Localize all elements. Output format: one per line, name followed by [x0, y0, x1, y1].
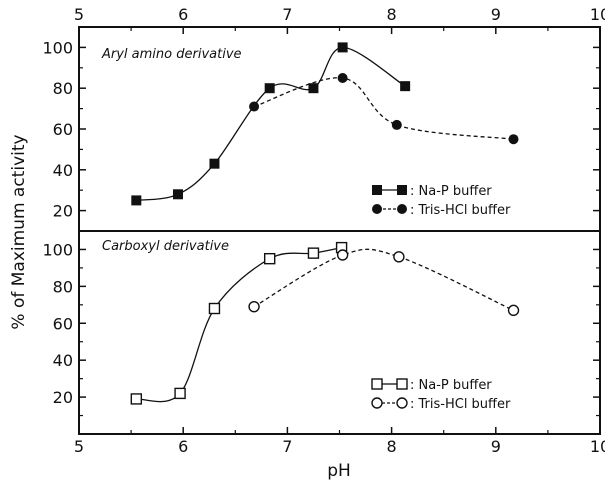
data-point-square — [131, 195, 142, 206]
x-tick-label-top: 9 — [491, 5, 501, 24]
y-tick-label: 20 — [53, 388, 73, 407]
x-tick-label-bottom: 10 — [590, 437, 605, 456]
x-tick-label-top: 6 — [178, 5, 188, 24]
data-point-square — [337, 42, 348, 53]
y-tick-label: 100 — [42, 240, 73, 259]
x-tick-label-bottom: 9 — [491, 437, 501, 456]
data-point-square — [308, 83, 319, 94]
y-tick-label: 60 — [53, 314, 73, 333]
y-tick-label: 40 — [53, 351, 73, 370]
legend-label-na-p-bottom: : Na-P buffer — [410, 378, 492, 393]
data-point-square — [209, 158, 220, 169]
y-tick-label: 100 — [42, 38, 73, 57]
series-layer — [130, 42, 520, 405]
data-point-square — [172, 189, 183, 200]
legend-label-tris-bottom: : Tris-HCl buffer — [410, 397, 511, 412]
x-tick-label-top: 7 — [282, 5, 292, 24]
legend-marker-na-p-bottom — [371, 378, 383, 390]
data-point-circle — [507, 304, 520, 317]
legend-marker-na-p-bottom-2 — [396, 378, 408, 390]
top-legend: : Na-P buffer : Tris-HCl buffer — [372, 184, 511, 218]
x-tick-label-bottom: 7 — [282, 437, 292, 456]
legend-marker-na-p-top — [372, 185, 382, 195]
data-point-circle — [337, 73, 348, 83]
legend-label-na-p-top: : Na-P buffer — [410, 184, 492, 199]
x-tick-label-bottom: 6 — [178, 437, 188, 456]
data-point-circle — [249, 101, 260, 112]
x-tick-label-bottom: 5 — [74, 437, 84, 456]
data-point-circle — [391, 119, 402, 130]
legend-marker-na-p-top-2 — [397, 185, 407, 195]
data-point-square — [208, 302, 221, 315]
series-line-bottom-na-p — [136, 246, 342, 403]
x-tick-label-top: 5 — [74, 5, 84, 24]
legend-marker-tris-bottom-2 — [396, 397, 408, 409]
data-point-square — [130, 393, 143, 405]
data-point-circle — [248, 300, 260, 313]
x-tick-label-top: 8 — [387, 5, 397, 24]
x-tick-label-bottom: 8 — [387, 437, 397, 456]
y-tick-label: 20 — [53, 202, 73, 221]
legend-marker-tris-bottom — [371, 397, 383, 409]
data-point-square — [174, 387, 186, 400]
y-axis-title: % of Maximum activity — [9, 134, 29, 329]
series-line-top-tris — [253, 77, 514, 140]
x-tick-label-top: 10 — [590, 5, 605, 24]
bottom-panel-title: Carboxyl derivative — [102, 239, 229, 254]
data-point-circle — [336, 249, 349, 261]
y-tick-label: 80 — [53, 277, 73, 296]
y-tick-label: 80 — [53, 79, 73, 98]
data-point-square — [400, 81, 411, 92]
data-point-circle — [393, 251, 405, 263]
top-panel-title: Aryl amino derivative — [101, 47, 242, 62]
data-point-circle — [508, 134, 519, 145]
legend-label-tris-top: : Tris-HCl buffer — [410, 203, 511, 218]
axis-ticks: 5 6 7 8 9 10 5 6 7 8 9 10 20 40 60 80 100 20 40 60 80 100 — [42, 5, 605, 456]
series-line-bottom-tris — [253, 248, 514, 311]
data-point-square — [264, 83, 275, 94]
x-axis-title: pH — [327, 461, 351, 481]
y-tick-label: 60 — [53, 120, 73, 139]
bottom-legend: : Na-P buffer : Tris-HCl buffer — [371, 378, 511, 412]
series-line-top-na-p — [136, 46, 406, 202]
legend-marker-tris-top — [372, 204, 382, 214]
data-point-square — [263, 252, 276, 265]
y-tick-label: 40 — [53, 161, 73, 180]
legend-marker-tris-top-2 — [397, 204, 407, 214]
data-point-square — [307, 247, 320, 259]
